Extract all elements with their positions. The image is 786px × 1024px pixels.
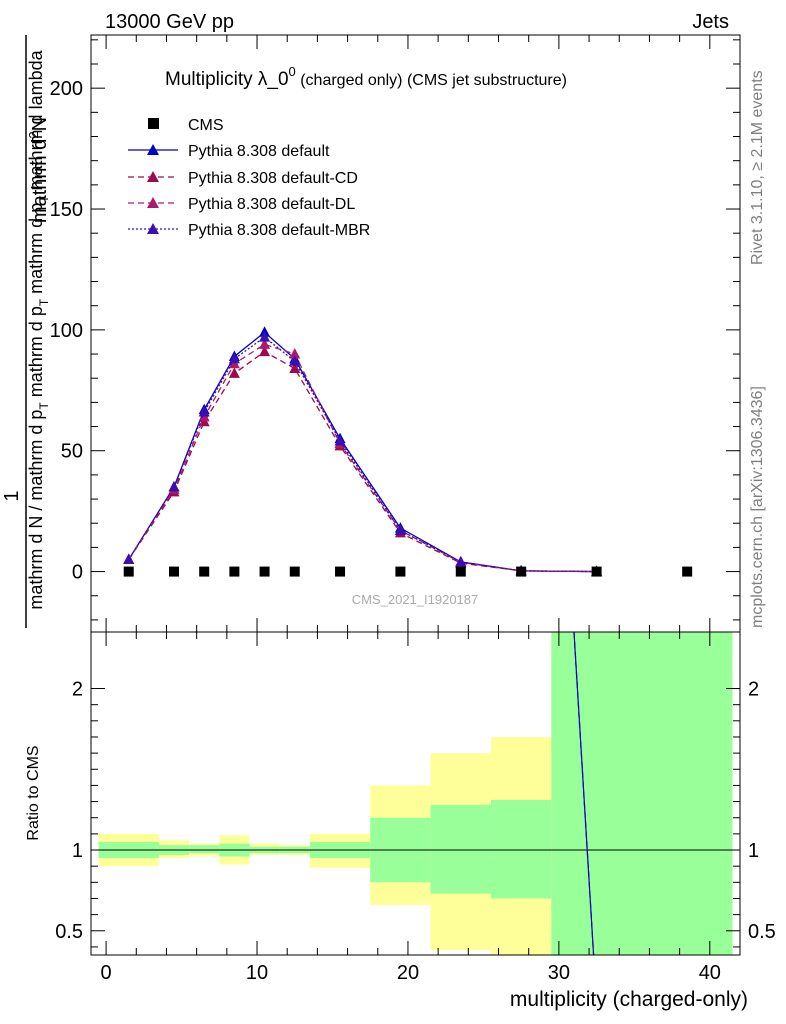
x-tick-label: 10 bbox=[246, 962, 268, 984]
cms-point bbox=[229, 566, 240, 577]
series-point bbox=[259, 331, 271, 342]
ratio-band-inner bbox=[430, 804, 491, 894]
main-y-tick-label: 150 bbox=[50, 199, 83, 221]
legend-label: Pythia 8.308 default bbox=[188, 143, 330, 160]
series-point bbox=[334, 435, 346, 446]
legend: CMS Pythia 8.308 default Pythia 8.308 defa… bbox=[128, 117, 370, 239]
cms-point bbox=[335, 566, 346, 577]
mcplots-label: mcplots.cern.ch [arXiv:1306.3436] bbox=[749, 386, 766, 628]
x-tick-label: 0 bbox=[101, 962, 112, 984]
rivet-label: Rivet 3.1.10, ≥ 2.1M events bbox=[749, 70, 766, 265]
series-point bbox=[289, 355, 301, 366]
cms-point bbox=[455, 566, 466, 577]
series-point bbox=[168, 480, 180, 492]
series-point bbox=[228, 352, 240, 364]
ratio-curve-default bbox=[573, 631, 595, 956]
x-axis-label: multiplicity (charged-only) bbox=[510, 988, 748, 1011]
series-line bbox=[128, 331, 597, 573]
header-jets-label: Jets bbox=[692, 11, 729, 33]
x-tick-label: 20 bbox=[397, 962, 419, 984]
cms-point bbox=[169, 566, 180, 577]
series-point bbox=[289, 362, 301, 374]
ratio-band-inner bbox=[189, 845, 220, 854]
ratio-frame bbox=[90, 631, 741, 956]
analysis-watermark: CMS_2021_I1920187 bbox=[352, 592, 479, 607]
series-point bbox=[455, 555, 467, 567]
ratio-y-tick-label-right: 0.5 bbox=[748, 921, 776, 943]
ratio-y-tick-label: 2 bbox=[72, 679, 83, 701]
legend-marker bbox=[147, 171, 159, 182]
legend-label: Pythia 8.308 default-CD bbox=[188, 170, 358, 187]
cms-point bbox=[395, 566, 406, 577]
cms-point bbox=[123, 566, 134, 577]
ratio-y-tick-label-right: 1 bbox=[748, 840, 759, 862]
ratio-curves bbox=[573, 631, 595, 956]
ratio-bands bbox=[98, 632, 733, 955]
ratio-x-ticks: 0 10 20 30 40 bbox=[101, 632, 721, 984]
main-series bbox=[123, 326, 603, 577]
ratio-y-ticks: 0.5 0.5 1 1 2 2 bbox=[55, 679, 776, 948]
svg-text:1: 1 bbox=[1, 490, 23, 501]
cms-point bbox=[199, 566, 210, 577]
series-line bbox=[128, 350, 597, 573]
legend-marker-cms bbox=[148, 118, 159, 129]
legend-marker bbox=[147, 197, 159, 208]
main-panel: 0 50 100 150 200 Multiplicity λ_00 (charged … bbox=[50, 34, 741, 633]
series-point bbox=[289, 348, 301, 359]
main-y-tick-label: 50 bbox=[61, 441, 83, 463]
main-y-ticks: 0 50 100 150 200 bbox=[50, 39, 740, 621]
y-axis-label: 1 mathrm d2N mathrm d N / mathrm d pT ma… bbox=[1, 35, 51, 628]
cms-point bbox=[591, 566, 602, 577]
svg-text:mathrm d N / mathrm d pT mathr: mathrm d N / mathrm d pT mathrm d pT mat… bbox=[26, 49, 51, 609]
main-title: Multiplicity λ_00 (charged only) (CMS je… bbox=[165, 64, 567, 90]
cms-point bbox=[259, 566, 270, 577]
legend-marker bbox=[147, 144, 159, 155]
series-point bbox=[259, 345, 271, 357]
header-energy-label: 13000 GeV pp bbox=[105, 11, 234, 33]
ratio-y-tick-label: 1 bbox=[72, 840, 83, 862]
main-y-tick-label: 100 bbox=[50, 320, 83, 342]
cms-point bbox=[516, 566, 527, 577]
ratio-band-inner bbox=[551, 632, 733, 955]
series-point bbox=[394, 524, 406, 535]
ratio-panel: 0.5 0.5 1 1 2 2 0 10 20 30 40 Ratio to CMS multip… bbox=[25, 631, 776, 1011]
main-y-tick-label: 0 bbox=[72, 562, 83, 584]
series-line bbox=[128, 336, 597, 573]
x-tick-label: 30 bbox=[548, 962, 570, 984]
series-line bbox=[128, 343, 597, 573]
series-point bbox=[198, 406, 210, 417]
legend-marker bbox=[147, 223, 159, 234]
legend-label: Pythia 8.308 default-DL bbox=[188, 196, 355, 213]
series-point bbox=[123, 553, 135, 564]
cms-point bbox=[289, 566, 300, 577]
series-point bbox=[228, 367, 240, 378]
x-tick-label: 40 bbox=[699, 962, 721, 984]
cms-point bbox=[682, 566, 693, 577]
legend-label-cms: CMS bbox=[188, 117, 224, 134]
main-x-ticks bbox=[105, 35, 711, 632]
main-y-tick-label: 200 bbox=[50, 78, 83, 100]
svg-text:mathrm d2N: mathrm d2N bbox=[26, 117, 51, 223]
legend-label: Pythia 8.308 default-MBR bbox=[188, 222, 370, 239]
series-point bbox=[259, 338, 271, 349]
ratio-y-axis-label: Ratio to CMS bbox=[25, 745, 42, 840]
ratio-y-tick-label-right: 2 bbox=[748, 679, 759, 701]
cms-points bbox=[123, 566, 693, 577]
ratio-band-inner bbox=[490, 799, 552, 899]
ratio-y-tick-label: 0.5 bbox=[55, 921, 83, 943]
